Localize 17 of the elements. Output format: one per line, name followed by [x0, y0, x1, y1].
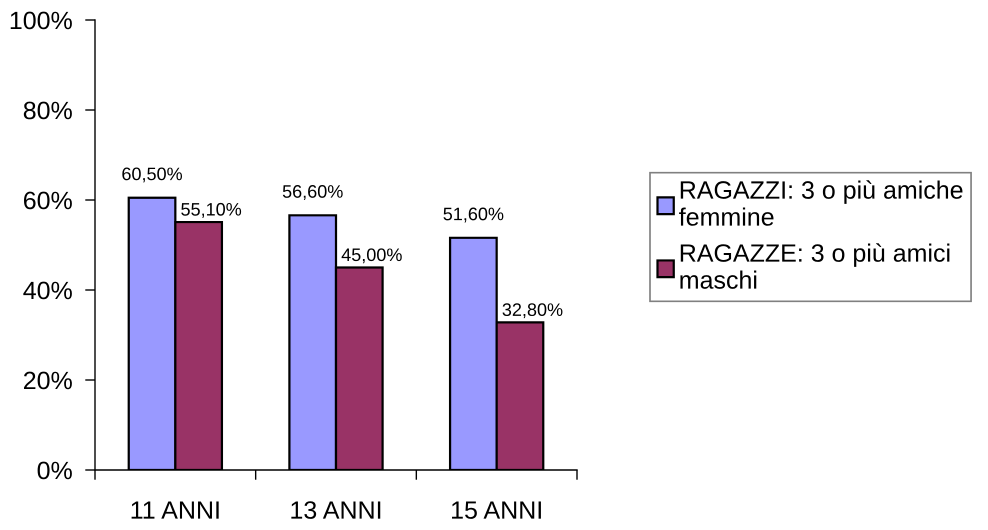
data-label: 45,00%: [342, 248, 402, 264]
y-tick-label: 20%: [24, 372, 72, 390]
y-tick-label: 60%: [24, 192, 72, 210]
x-tick-label: 11 ANNI: [132, 501, 219, 519]
data-label: 60,50%: [122, 168, 182, 182]
y-tick-label: 0%: [38, 462, 72, 480]
y-tick-label: 100%: [10, 12, 72, 30]
data-label: 55,10%: [181, 202, 242, 218]
y-tick-label: 80%: [24, 102, 72, 120]
data-label: 51,60%: [443, 208, 504, 222]
x-tick-label: 13 ANNI: [291, 501, 380, 519]
legend-label: RAGAZZI: 3 o più amiche femmine: [679, 180, 962, 226]
data-label: 56,60%: [282, 185, 343, 200]
data-label: 32,80%: [502, 303, 562, 318]
legend-label: RAGAZZE: 3 o più amici maschi: [680, 243, 950, 289]
y-tick-label: 40%: [23, 282, 72, 300]
x-tick-label: 15 ANNI: [452, 501, 541, 519]
